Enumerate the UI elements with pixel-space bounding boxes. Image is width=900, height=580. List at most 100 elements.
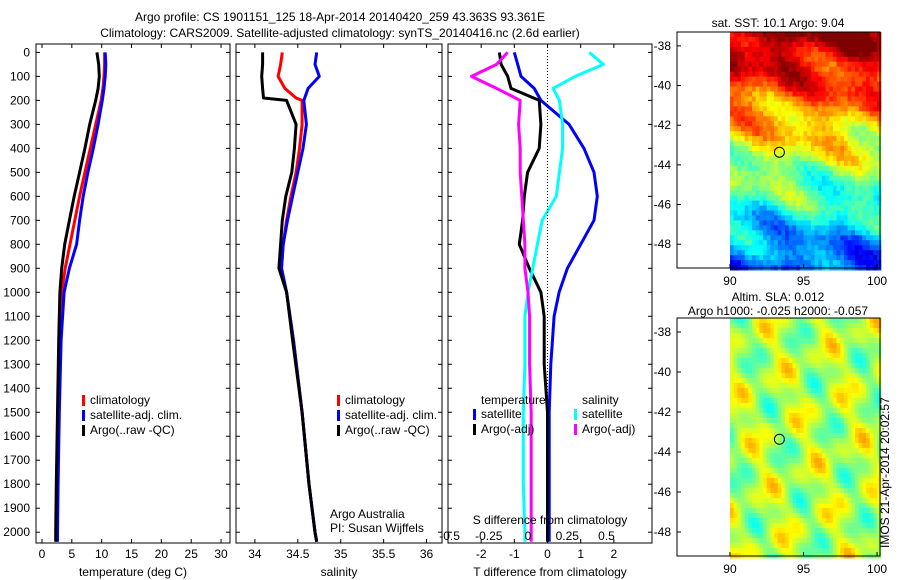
map-cell [748,453,753,459]
map-cell [799,37,804,43]
map-cell [869,155,874,162]
map-cell [733,493,738,499]
map-cell [807,151,812,157]
map-cell [866,131,871,137]
map-cell [733,533,738,539]
map-cell [807,245,812,251]
map-cell [818,81,823,88]
map-cell [796,498,801,504]
map-cell [744,210,749,216]
map-cell [858,523,863,529]
map-cell [752,533,757,539]
map-cell [873,478,878,484]
map-cell [730,41,735,48]
map-cell [792,518,797,524]
map-cell [748,51,753,58]
map-cell [855,235,860,241]
map-cell [844,483,849,489]
map-cell [788,106,793,112]
map-cell [821,408,827,414]
map-cell [832,101,838,107]
map-cell [796,503,801,509]
y-tick-label: -48 [654,237,672,251]
map-cell [840,131,845,137]
map-cell [748,175,753,182]
map-cell [862,101,867,107]
map-cell [752,131,757,137]
map-cell [810,483,816,489]
map-cell [792,353,797,359]
map-cell [821,195,827,202]
map-cell [858,190,863,197]
map-cell [832,483,838,489]
map-cell [840,195,845,202]
map-cell [777,136,782,142]
map-cell [748,398,753,404]
map-cell [844,205,849,211]
map-cell [766,210,771,216]
map-cell [855,126,860,132]
map-cell [763,225,768,231]
map-cell [755,548,760,554]
map-cell [844,498,849,504]
map-cell [785,37,790,43]
map-cell [825,255,830,261]
map-cell [810,458,816,464]
map-cell [807,488,812,494]
map-cell [829,245,834,251]
map-cell [733,428,738,434]
map-cell [836,250,841,256]
map-cell [766,498,771,504]
map-cell [755,378,760,384]
map-cell [869,56,874,63]
map-cell [807,453,812,459]
map-cell [788,146,793,152]
map-cell [832,210,838,216]
map-cell [759,51,764,58]
map-cell [788,175,793,182]
map-cell [803,483,808,489]
map-cell [821,343,827,349]
map-cell [851,338,856,344]
map-cell [873,413,878,419]
map-cell [741,116,746,122]
map-cell [873,453,878,459]
map-cell [759,96,764,102]
map-cell [862,418,867,424]
map-cell [792,393,797,399]
map-cell [803,175,808,182]
map-cell [788,141,793,147]
map-cell [832,488,838,494]
map-cell [866,528,871,534]
sst-map-title: sat. SST: 10.1 Argo: 9.04 [712,16,845,30]
map-cell [803,96,808,102]
map-cell [759,126,764,132]
map-cell [752,32,757,38]
map-cell [844,190,849,197]
map-cell [807,443,812,449]
map-cell [744,543,749,549]
map-cell [814,433,819,439]
map-cell [744,463,749,469]
map-cell [825,126,830,132]
x-tick-label: 90 [723,562,737,576]
map-cell [862,333,867,339]
map-cell [763,230,768,236]
map-cell [836,155,841,162]
map-cell [741,131,746,137]
map-cell [777,523,782,529]
map-cell [869,463,874,469]
map-cell [748,328,753,334]
map-cell [821,91,827,97]
x-tick-label: 34.5 [286,547,310,561]
map-cell [759,403,764,409]
map-cell [777,478,782,484]
map-cell [807,388,812,394]
map-cell [818,131,823,137]
map-cell [730,245,735,251]
map-cell [836,91,841,97]
map-cell [810,185,816,192]
map-cell [737,200,742,207]
map-cell [730,86,735,92]
map-cell [814,438,819,444]
